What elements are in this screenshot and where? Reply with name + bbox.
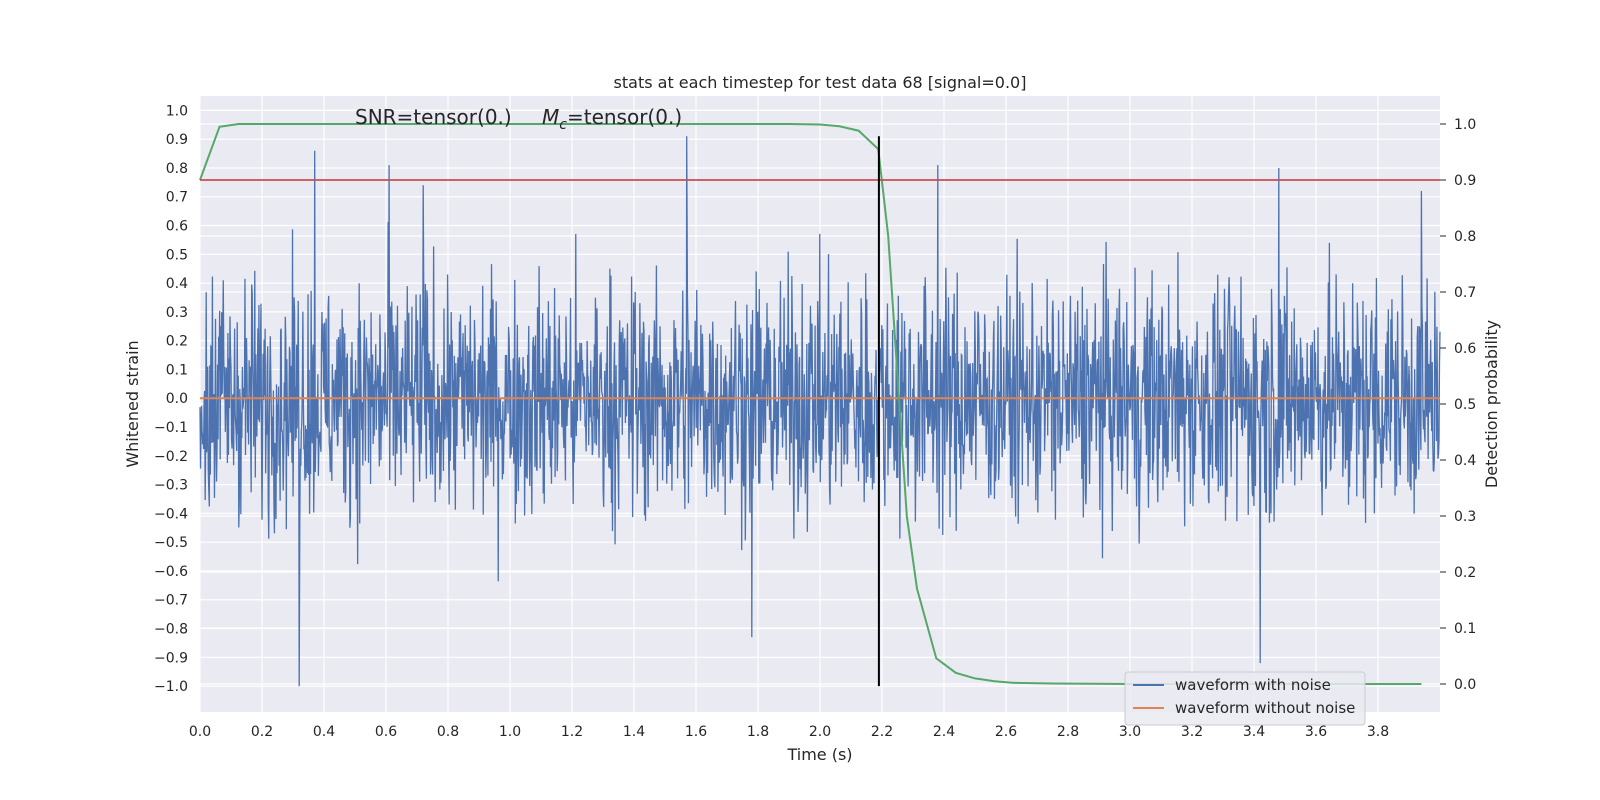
x-tick-label: 0.0 (189, 724, 211, 740)
y-tick-label: 0.3 (166, 305, 188, 321)
y-tick-label: 0.5 (166, 247, 188, 263)
y2-tick-label: 0.6 (1454, 341, 1476, 357)
y2-tick-label: 0.7 (1454, 285, 1476, 301)
snr-annotation: SNR=tensor(0.) (355, 105, 512, 129)
x-tick-label: 2.0 (809, 724, 831, 740)
y-tick-label: 0.9 (166, 132, 188, 148)
mc-subscript: c (559, 117, 567, 133)
y-tick-label: −0.4 (154, 506, 188, 522)
y2-tick-label: 0.8 (1454, 229, 1476, 245)
x-tick-label: 2.2 (871, 724, 893, 740)
y-tick-label: −0.7 (154, 593, 188, 609)
x-tick-label: 1.4 (623, 724, 645, 740)
x-tick-label: 3.2 (1181, 724, 1203, 740)
x-tick-label: 2.8 (1057, 724, 1079, 740)
y2-tick-label: 0.3 (1454, 509, 1476, 525)
mc-annotation: Mc=tensor(0.) (542, 105, 682, 133)
x-tick-label: 3.8 (1367, 724, 1389, 740)
y-tick-label: −1.0 (154, 679, 188, 695)
y-tick-label: 0.1 (166, 362, 188, 378)
y-axis-label: Whitened strain (123, 340, 142, 467)
y-tick-label: −0.2 (154, 449, 188, 465)
x-tick-label: 0.8 (437, 724, 459, 740)
y-tick-label: 0.0 (166, 391, 188, 407)
y-tick-label: 0.6 (166, 219, 188, 235)
series-layer (199, 123, 1441, 687)
y2-tick-label: 1.0 (1454, 117, 1476, 133)
y-tick-label: −0.9 (154, 650, 188, 666)
x-tick-label: 0.6 (375, 724, 397, 740)
y-tick-label: 0.4 (166, 276, 188, 292)
x-tick-label: 2.6 (995, 724, 1017, 740)
x-tick-label: 1.2 (561, 724, 583, 740)
ticks-layer: 0.0 0.2 0.4 0.6 0.8 1.0 1.2 1.4 1.6 1.8 2.0 2.2 2.4 2… (154, 103, 1476, 740)
y-tick-label: 1.0 (166, 103, 188, 119)
legend-label-noise: waveform with noise (1175, 676, 1331, 694)
x-tick-label: 1.8 (747, 724, 769, 740)
y-tick-label: −0.5 (154, 535, 188, 551)
legend-box (1124, 671, 1366, 726)
x-tick-label: 2.4 (933, 724, 955, 740)
y-tick-label: 0.8 (166, 161, 188, 177)
chart-title: stats at each timestep for test data 68 … (614, 73, 1027, 92)
y2-tick-label: 0.2 (1454, 565, 1476, 581)
y-tick-label: −0.6 (154, 564, 188, 580)
x-axis-label: Time (s) (786, 745, 852, 764)
mc-symbol: M (542, 105, 559, 129)
y2-tick-label: 0.1 (1454, 621, 1476, 637)
y-tick-label: 0.7 (166, 190, 188, 206)
mc-value: =tensor(0.) (567, 105, 682, 129)
reference-layer (200, 136, 1440, 687)
legend: waveform with noise waveform without noi… (1124, 671, 1366, 726)
y2-tick-label: 0.4 (1454, 453, 1476, 469)
series-line-detection-probability (199, 123, 1422, 685)
y2-axis-label: Detection probability (1482, 320, 1501, 488)
x-tick-label: 0.4 (313, 724, 335, 740)
y-tick-label: −0.1 (154, 420, 188, 436)
legend-label-clean: waveform without noise (1175, 699, 1355, 717)
y-tick-label: −0.8 (154, 622, 188, 638)
x-tick-label: 1.0 (499, 724, 521, 740)
y2-tick-label: 0.5 (1454, 397, 1476, 413)
y-tick-label: −0.3 (154, 478, 188, 494)
x-tick-label: 1.6 (685, 724, 707, 740)
y2-tick-label: 0.9 (1454, 173, 1476, 189)
y2-tick-label: 0.0 (1454, 677, 1476, 693)
y-tick-label: 0.2 (166, 334, 188, 350)
series-line-waveform-with-noise (199, 136, 1441, 687)
x-tick-label: 3.6 (1305, 724, 1327, 740)
x-tick-label: 3.0 (1119, 724, 1141, 740)
x-tick-label: 3.4 (1243, 724, 1265, 740)
x-tick-label: 0.2 (251, 724, 273, 740)
